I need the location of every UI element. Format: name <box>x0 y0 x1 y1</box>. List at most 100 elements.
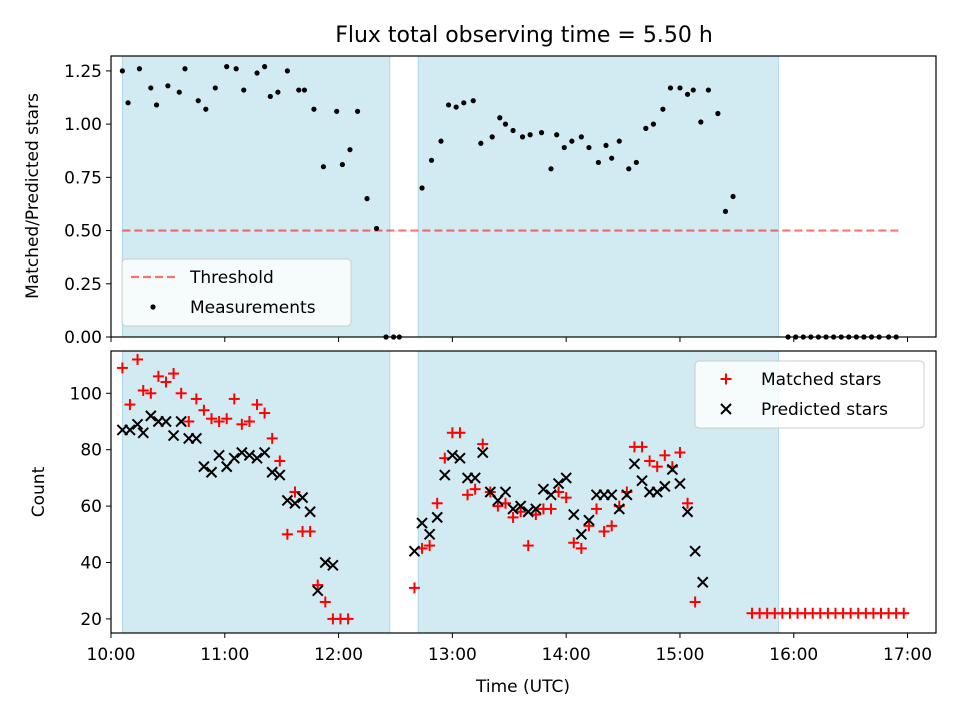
top-y-tick-label: 0.50 <box>64 222 102 242</box>
bottom-shaded-intervals <box>121 350 780 634</box>
bottom-panel: 20 40 60 80 100 10:00 11:00 12:00 13:00 14:00 15:… <box>29 350 937 697</box>
matched-point <box>198 404 210 416</box>
measurement-point <box>311 106 317 112</box>
measurement-point <box>262 64 268 70</box>
predicted-point <box>469 472 481 484</box>
x-tick-label: 17:00 <box>883 645 932 665</box>
matched-point <box>431 497 443 509</box>
measurement-point <box>453 104 459 110</box>
bottom-y-tick-label: 100 <box>70 384 102 404</box>
predicted-point <box>304 506 316 518</box>
predicted-point <box>477 446 489 459</box>
measurement-point <box>561 144 567 151</box>
predicted-point <box>575 528 588 541</box>
threshold-legend-label: Threshold <box>189 268 274 288</box>
measurement-point <box>698 119 704 125</box>
measurement-point <box>569 138 575 144</box>
measurement-point <box>233 66 239 72</box>
matched-point <box>116 362 128 374</box>
matched-point <box>575 542 587 554</box>
measurement-point <box>633 159 639 166</box>
measurement-point <box>715 110 721 117</box>
measurement-point <box>419 185 425 191</box>
predicted-point <box>568 508 580 521</box>
matched-point <box>243 416 255 427</box>
measurement-point <box>445 102 452 108</box>
predicted-point <box>499 486 512 498</box>
measurement-point <box>616 138 622 144</box>
predicted-point <box>628 458 641 470</box>
measurement-point <box>212 85 218 91</box>
matched-point <box>568 537 580 549</box>
matched-point <box>674 447 686 459</box>
x-tick-label: 13:00 <box>428 645 477 665</box>
measurement-point <box>176 89 182 95</box>
matched-point <box>507 511 519 523</box>
measurement-point <box>119 68 125 74</box>
matched-point <box>469 483 481 495</box>
matched-point <box>266 432 278 444</box>
predicted-point <box>213 449 225 462</box>
predicted-point <box>530 503 542 515</box>
predicted-point <box>281 494 294 507</box>
predicted-point <box>274 469 286 481</box>
matched-point <box>175 387 187 399</box>
figure-title: Flux total observing time = 5.50 h <box>335 23 713 48</box>
predicted-point <box>613 503 625 515</box>
x-tick-label: 11:00 <box>200 645 249 665</box>
matched-point <box>682 497 694 509</box>
measurement-point <box>626 166 632 172</box>
x-tick-label: 12:00 <box>314 645 363 665</box>
predicted-point <box>545 489 557 501</box>
predicted-point <box>124 424 136 436</box>
predicted-point <box>423 528 436 541</box>
measurement-point <box>510 127 516 134</box>
top-y-tick-label: 0.75 <box>64 168 102 188</box>
predicted-point <box>296 491 309 504</box>
matched-point <box>124 399 136 411</box>
predicted-point <box>251 452 263 464</box>
bottom-y-tick-label: 80 <box>80 441 102 461</box>
predicted-point <box>408 545 421 557</box>
matched-point <box>424 540 436 552</box>
measurement-point <box>195 98 201 104</box>
predicted-point <box>446 449 459 462</box>
predicted-point <box>145 410 157 422</box>
matched-point <box>251 399 263 411</box>
bottom-y-tick-label: 60 <box>80 497 102 517</box>
predicted-point <box>439 469 451 481</box>
measurement-point <box>241 87 247 93</box>
predicted-legend-label: Predicted stars <box>761 400 888 420</box>
matched-point <box>160 376 172 388</box>
predicted-point <box>167 429 180 442</box>
matched-point <box>462 489 474 501</box>
measurement-point <box>595 159 602 166</box>
measurement-point <box>347 147 353 153</box>
predicted-point <box>666 463 679 476</box>
measurement-point <box>339 161 345 168</box>
measurement-point <box>301 87 308 93</box>
matched-point <box>522 540 534 552</box>
predicted-point <box>621 489 633 501</box>
matched-point <box>228 393 240 405</box>
bottom-plot-area <box>116 353 910 625</box>
predicted-point <box>689 545 701 557</box>
measurement-point <box>148 85 154 91</box>
matched-point <box>898 607 910 619</box>
top-legend: Threshold Measurements <box>121 258 352 327</box>
predicted-point <box>228 452 240 464</box>
matched-point <box>606 520 618 532</box>
predicted-point <box>507 503 519 515</box>
predicted-point <box>583 514 595 526</box>
bottom-legend: Matched stars Predicted stars <box>694 360 925 429</box>
measurement-point <box>267 93 273 100</box>
measurement-point <box>296 87 302 93</box>
measurement-point <box>684 91 691 97</box>
top-legend-box <box>121 258 352 327</box>
matched-point <box>312 579 324 591</box>
predicted-point <box>258 446 271 459</box>
observing-interval-1 <box>121 350 391 634</box>
measurement-point <box>275 89 281 95</box>
top-y-tick-label: 1.25 <box>64 62 102 82</box>
